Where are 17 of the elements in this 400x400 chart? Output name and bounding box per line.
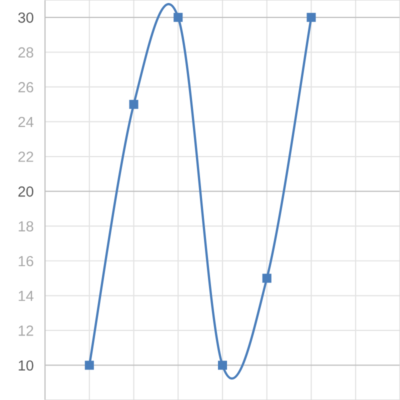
point (306, 12, 316, 22)
y-tick-label: 10 (18, 360, 34, 371)
point (84, 360, 94, 370)
y-tick-label: 22 (18, 152, 34, 162)
y-tick-label: 26 (18, 82, 34, 92)
y-tick-label: 14 (18, 290, 34, 301)
point (218, 360, 228, 370)
y-tick-label: 20 (18, 186, 34, 197)
y-tick-label: 28 (18, 47, 34, 58)
y-tick-label: 18 (18, 221, 34, 232)
y-tick-label: 12 (18, 326, 34, 336)
point (262, 274, 272, 283)
y-tick-label: 24 (18, 116, 34, 128)
y-tick-label: 16 (18, 256, 34, 266)
point (129, 100, 138, 109)
y-tick-label: 30 (18, 12, 34, 23)
point (174, 12, 183, 22)
